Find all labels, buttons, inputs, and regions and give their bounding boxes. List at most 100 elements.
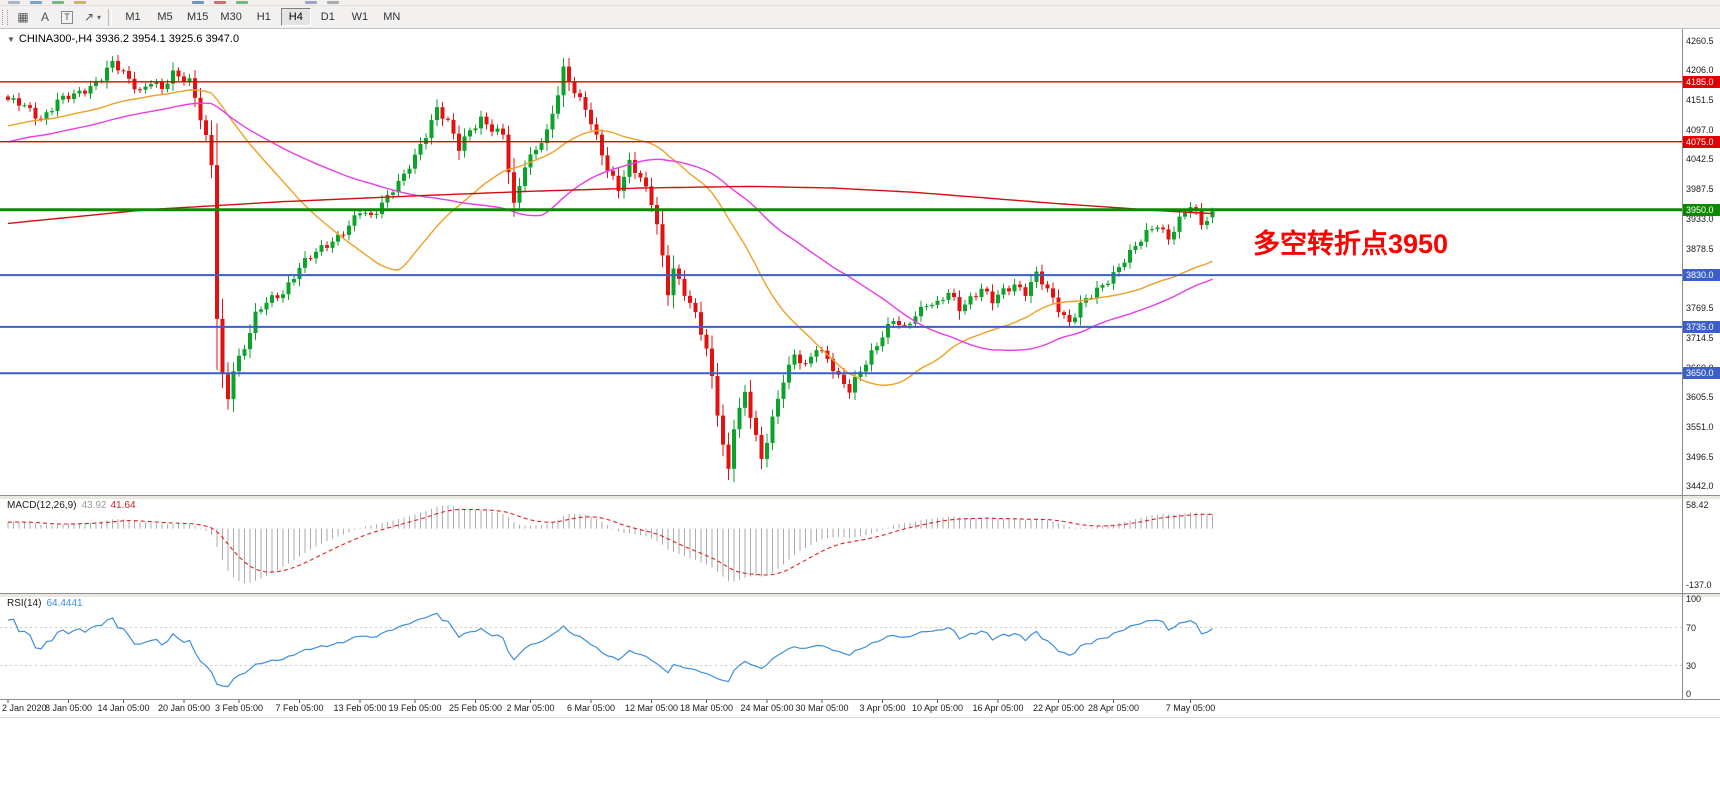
candle-body [347, 225, 351, 235]
time-axis[interactable]: 2 Jan 2020 8 Jan 05:00 14 Jan 05:00 20 Jan … [0, 699, 1682, 717]
candle-body [1040, 271, 1044, 285]
chart-ohlc-values: 3936.2 3954.1 3925.6 3947.0 [95, 33, 240, 45]
candle-body [506, 134, 511, 173]
price-line-badge: 3735.0 [1683, 320, 1720, 333]
candle-body [578, 93, 582, 98]
macd-name: MACD(12,26,9) [7, 500, 77, 511]
chart-title: ▼ CHINA300-,H4 3936.2 3954.1 3925.6 3947.… [7, 33, 239, 45]
timeframe-button-m1[interactable]: M1 [125, 11, 141, 23]
candle-body [281, 294, 285, 299]
candle-body [671, 268, 676, 296]
time-axis-label: 19 Feb 05:00 [388, 703, 442, 713]
chart-grid-icon[interactable]: ▦ [17, 10, 29, 24]
candle-body [721, 415, 725, 445]
rsi-name: RSI(14) [7, 598, 42, 609]
ma-slow-red-line [7, 185, 1213, 225]
candle-body [1111, 272, 1116, 284]
candle-body [110, 60, 115, 68]
text-tool-icon[interactable]: A [40, 10, 49, 24]
candle-body [501, 128, 505, 135]
candle-body [83, 90, 87, 94]
candle-body [418, 143, 423, 155]
chart-annotation: 多空转折点3950 [1253, 229, 1449, 259]
clipped-toolbar-row [0, 0, 1720, 6]
candle-body [1155, 227, 1160, 230]
candle-body [209, 134, 214, 166]
price-axis-label: 4260.5 [1686, 35, 1714, 46]
time-axis-label: 18 Mar 05:00 [679, 703, 734, 713]
time-axis-label: 10 Apr 05:00 [911, 703, 964, 713]
panel-divider[interactable] [0, 495, 1720, 499]
candle-body [1150, 229, 1154, 231]
text-label-tool-icon[interactable]: T [56, 8, 78, 26]
panel-divider[interactable] [0, 593, 1720, 597]
candle-body [858, 371, 863, 377]
candle-body [1089, 297, 1094, 299]
candle-body [842, 374, 846, 385]
timeframe-button-h4[interactable]: H4 [280, 8, 311, 26]
toolbar-drag-handle[interactable] [2, 9, 8, 25]
price-line-badge: 3830.0 [1683, 269, 1720, 282]
price-axis[interactable]: 4260.5 4206.0 4151.5 4097.0 4042.5 3987.5 3933… [1683, 29, 1720, 717]
candle-body [715, 376, 720, 416]
candle-body [1001, 288, 1006, 295]
time-axis-label: 16 Apr 05:00 [972, 703, 1024, 713]
timeframe-button-mn[interactable]: MN [383, 11, 401, 23]
timeframe-button-d1[interactable]: D1 [320, 11, 335, 23]
candle-body [600, 134, 604, 156]
time-axis-label: 28 Apr 05:00 [1087, 703, 1140, 713]
candle-body [765, 442, 769, 459]
candle-body [402, 173, 406, 181]
candle-body [539, 143, 544, 150]
candle-body [429, 120, 434, 138]
timeframe-button-w1[interactable]: W1 [351, 11, 369, 23]
timeframe-button-m30[interactable]: M30 [220, 11, 242, 23]
candle-body [853, 376, 857, 393]
dropdown-caret-icon[interactable]: ▾ [97, 12, 102, 22]
candle-body [495, 128, 500, 132]
candle-body [380, 202, 384, 214]
candle-body [561, 66, 566, 96]
candle-body [1172, 231, 1176, 240]
candle-body [6, 96, 10, 100]
candle-body [1210, 211, 1215, 218]
candle-body [88, 86, 93, 94]
candle-body [314, 251, 318, 259]
chart-symbol-timeframe: CHINA300-,H4 [18, 33, 93, 45]
candle-body [688, 295, 692, 303]
candle-body [1205, 220, 1209, 225]
time-axis-label: 22 Apr 05:00 [1032, 703, 1085, 713]
candle-body [820, 350, 824, 352]
candle-body [451, 119, 456, 134]
timeframe-button-m15[interactable]: M15 [187, 11, 209, 23]
candle-body [726, 444, 731, 469]
candle-body [462, 136, 467, 151]
price-axis-label: 3605.5 [1686, 392, 1714, 403]
candle-body [512, 172, 516, 203]
candle-body [952, 292, 956, 298]
candle-body [253, 311, 258, 334]
candle-body [1117, 267, 1121, 273]
candle-body [220, 318, 225, 375]
candle-body [946, 292, 951, 300]
candle-body [484, 116, 489, 125]
candle-body [286, 282, 291, 295]
candle-body [336, 234, 340, 242]
candle-body [550, 113, 555, 130]
rsi-label: RSI(14) 64.4441 [7, 598, 83, 609]
candle-body [440, 107, 445, 119]
candle-body [1177, 216, 1182, 232]
chart-dropdown-arrow-icon[interactable]: ▼ [7, 35, 15, 44]
timeframe-button-h1[interactable]: H1 [256, 11, 271, 23]
rsi-axis-label: 70 [1686, 622, 1697, 633]
ma-fast-orange-line [7, 89, 1213, 387]
horizontal-line-objects[interactable] [0, 81, 1682, 375]
candle-body [930, 304, 934, 307]
candle-body [352, 215, 357, 226]
candle-body [242, 349, 247, 356]
arrow-objects-icon[interactable]: ↗ [83, 10, 95, 24]
candle-body [374, 213, 379, 216]
timeframe-button-m5[interactable]: M5 [157, 11, 173, 23]
candle-body [869, 350, 874, 365]
